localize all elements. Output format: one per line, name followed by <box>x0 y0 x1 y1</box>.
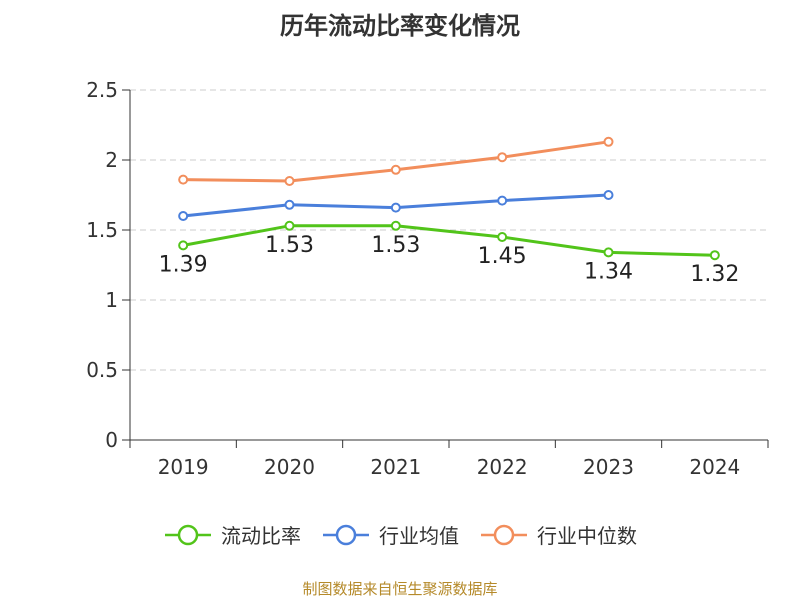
y-tick-label: 0 <box>105 428 118 452</box>
data-point <box>603 136 614 147</box>
data-point <box>390 164 401 175</box>
legend-item[interactable]: 行业中位数 <box>479 520 637 549</box>
x-tick-label: 2024 <box>689 455 740 479</box>
data-point <box>497 232 508 242</box>
series-layer <box>178 136 720 261</box>
legend-item[interactable]: 流动比率 <box>163 520 301 549</box>
data-point <box>497 152 508 163</box>
data-point <box>284 176 295 186</box>
y-tick-label: 1 <box>105 288 118 312</box>
data-point <box>709 250 720 261</box>
data-point <box>284 220 295 231</box>
x-tick-label: 2021 <box>370 455 421 479</box>
data-point <box>284 199 295 210</box>
data-point <box>603 247 614 258</box>
y-tick-label: 2 <box>105 148 118 172</box>
x-tick-label: 2023 <box>583 455 634 479</box>
data-label: 1.53 <box>371 233 420 258</box>
data-point <box>497 195 508 206</box>
data-point <box>178 174 189 185</box>
source-note: 制图数据来自恒生聚源数据库 <box>302 580 498 598</box>
y-tick-label: 0.5 <box>86 358 118 382</box>
data-point <box>178 211 189 221</box>
chart-title: 历年流动比率变化情况 <box>280 12 520 40</box>
legend-line-icon <box>479 523 529 547</box>
legend-label: 流动比率 <box>221 524 301 548</box>
y-tick-label: 1.5 <box>86 218 118 242</box>
data-label: 1.32 <box>690 262 739 287</box>
legend-label: 行业均值 <box>379 524 459 548</box>
legend-line-icon <box>321 523 371 547</box>
data-point <box>178 240 189 251</box>
legend-item[interactable]: 行业均值 <box>321 520 459 549</box>
grid-layer <box>130 89 768 371</box>
data-point <box>390 202 401 213</box>
data-point <box>603 190 614 200</box>
data-point <box>390 220 401 231</box>
series-line <box>181 224 717 257</box>
x-tick-label: 2020 <box>264 455 315 479</box>
series-line <box>181 140 610 183</box>
y-tick-label: 2.5 <box>86 78 118 102</box>
x-tick-label: 2019 <box>158 455 209 479</box>
data-label: 1.45 <box>478 244 527 269</box>
axis-layer: 0 0.5 1 1.5 2 2.5 2019 2020 2021 2022 2023 2024 <box>86 78 769 479</box>
legend-line-icon <box>163 523 213 547</box>
data-label: 1.34 <box>584 259 633 284</box>
data-label: 1.39 <box>159 252 208 277</box>
data-label: 1.53 <box>265 233 314 258</box>
legend: 流动比率 行业均值 行业中位数 <box>0 520 800 549</box>
data-label-layer: 1.39 1.53 1.53 1.45 1.34 1.32 <box>159 233 740 287</box>
x-tick-label: 2022 <box>477 455 528 479</box>
legend-label: 行业中位数 <box>537 524 637 548</box>
